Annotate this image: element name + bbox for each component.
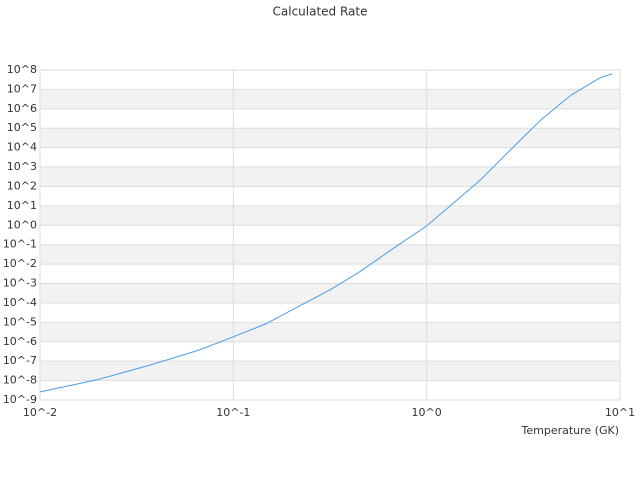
data-line <box>39 73 613 393</box>
y-tick-label: 10^-5 <box>3 315 37 328</box>
plot-frame <box>39 69 621 401</box>
x-axis-label: Temperature (GK) <box>521 424 620 437</box>
y-tick-label: 10^-9 <box>3 393 37 406</box>
grid-band <box>40 89 620 109</box>
y-tick-label: 10^6 <box>7 102 37 115</box>
y-tick-label: 10^0 <box>7 218 37 231</box>
grid-band <box>40 322 620 342</box>
y-tick-label: 10^7 <box>7 82 37 95</box>
y-tick-label: 10^8 <box>7 63 37 76</box>
grid-band <box>40 283 620 303</box>
y-tick-label: 10^-4 <box>3 296 37 309</box>
x-tick-label: 10^-2 <box>23 406 57 419</box>
y-tick-label: 10^-7 <box>3 354 37 367</box>
grid-band <box>40 128 620 148</box>
grid-band <box>40 244 620 265</box>
grid-band <box>40 167 620 187</box>
y-tick-label: 10^4 <box>7 141 37 154</box>
x-tick-label: 10^1 <box>605 406 635 419</box>
y-tick-label: 10^-1 <box>3 238 37 251</box>
y-tick-label: 10^2 <box>7 179 37 192</box>
y-tick-label: 10^1 <box>7 199 37 212</box>
y-tick-label: 10^3 <box>7 160 37 173</box>
grid-band <box>40 205 620 226</box>
y-tick-label: 10^-2 <box>3 257 37 270</box>
grid-bands <box>40 89 620 381</box>
chart-title: Calculated Rate <box>273 5 368 19</box>
x-tick-label: 10^0 <box>412 406 442 419</box>
y-tick-label: 10^-3 <box>3 277 37 290</box>
x-tick-label: 10^-1 <box>216 406 250 419</box>
y-tick-label: 10^5 <box>7 121 37 134</box>
y-tick-label: 10^-6 <box>3 335 37 348</box>
grid-band <box>40 361 620 381</box>
y-tick-label: 10^-8 <box>3 374 37 387</box>
